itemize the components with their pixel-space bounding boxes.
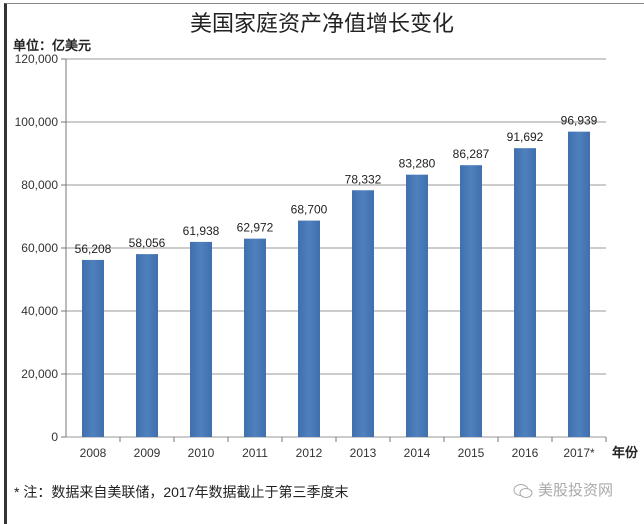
x-tick-label: 2012 <box>296 446 323 460</box>
data-label: 78,332 <box>345 172 382 186</box>
x-tick-label: 2017* <box>563 446 595 460</box>
bar-chart: 0 20,000 40,000 60,000 80,000 100,000 120,000 5… <box>15 52 639 461</box>
bar <box>136 254 158 437</box>
data-label: 56,208 <box>75 242 112 256</box>
bar <box>190 241 212 437</box>
watermark-text: 美股投资网 <box>538 482 614 499</box>
y-tick-label: 60,000 <box>21 241 58 255</box>
bar <box>82 259 104 437</box>
data-label: 58,056 <box>129 236 166 250</box>
chart-frame <box>4 3 644 524</box>
x-tick-label: 2016 <box>512 446 539 460</box>
x-tick-label: 2015 <box>458 446 485 460</box>
data-label: 96,939 <box>561 114 598 128</box>
y-tick-label: 120,000 <box>15 52 59 66</box>
wechat-icon <box>513 484 533 498</box>
x-tick-label: 2008 <box>80 446 107 460</box>
bar <box>298 220 320 437</box>
footnote: * 注：数据来自美联储，2017年数据截止于第三季度末 <box>14 484 349 500</box>
bar <box>568 131 590 437</box>
y-tick-label: 0 <box>51 430 58 444</box>
watermark: 美股投资网 <box>512 482 613 500</box>
x-tick-label: 2013 <box>350 446 377 460</box>
x-axis-label: 年份 <box>612 445 639 461</box>
bar <box>406 174 428 437</box>
y-axis-unit-label: 单位：亿美元 <box>13 38 92 53</box>
data-label: 68,700 <box>291 203 328 217</box>
data-label: 61,938 <box>183 224 220 238</box>
y-tick-label: 100,000 <box>15 115 59 129</box>
chart-title: 美国家庭资产净值增长变化 <box>189 12 454 37</box>
x-tick-label: 2010 <box>188 446 215 460</box>
data-label: 86,287 <box>453 147 490 161</box>
x-tick-label: 2014 <box>404 446 431 460</box>
y-tick-label: 40,000 <box>21 304 58 318</box>
y-tick-label: 80,000 <box>21 178 58 192</box>
x-tick-label: 2011 <box>242 446 268 460</box>
x-tick-label: 2009 <box>134 446 161 460</box>
data-label: 91,692 <box>507 130 544 144</box>
data-label: 62,972 <box>237 221 274 235</box>
data-label: 83,280 <box>399 157 436 171</box>
bar <box>460 165 482 437</box>
y-tick-label: 20,000 <box>21 367 58 381</box>
bar <box>244 238 266 437</box>
bar <box>514 148 536 437</box>
bar <box>352 190 374 437</box>
